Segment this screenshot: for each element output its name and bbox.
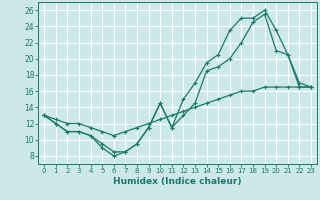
X-axis label: Humidex (Indice chaleur): Humidex (Indice chaleur) [113, 177, 242, 186]
